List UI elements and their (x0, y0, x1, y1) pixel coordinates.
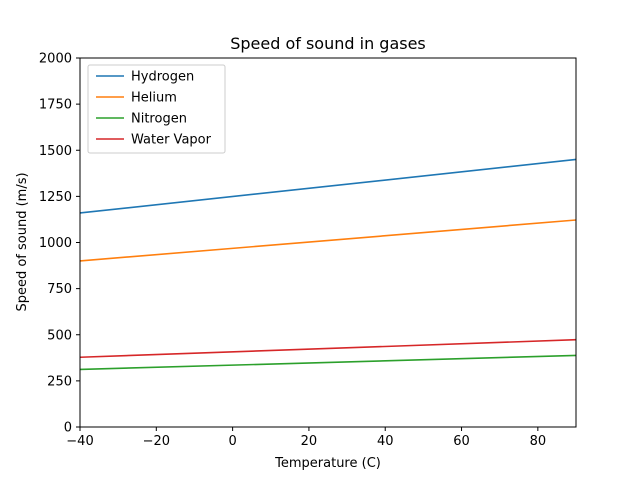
x-axis: −40 −20 0 20 40 60 80 (66, 427, 546, 449)
x-tick-label: 80 (530, 434, 547, 449)
x-axis-label: Temperature (C) (274, 456, 381, 471)
x-tick-label: −40 (66, 434, 93, 449)
y-tick-label: 1000 (39, 236, 72, 251)
y-tick-label: 750 (47, 282, 72, 297)
y-tick-label: 250 (47, 374, 72, 389)
legend-label: Hydrogen (131, 70, 194, 85)
series-line-helium (79, 219, 577, 262)
legend-label: Water Vapor (131, 133, 212, 148)
x-tick-label: 60 (453, 434, 470, 449)
y-tick-label: 1250 (39, 190, 72, 205)
series-line-nitrogen (79, 354, 577, 371)
y-tick-label: 1500 (39, 144, 72, 159)
legend-label: Helium (131, 91, 177, 106)
series-line-hydrogen (79, 158, 577, 214)
x-tick-label: 20 (301, 434, 318, 449)
y-axis-label: Speed of sound (m/s) (15, 172, 30, 311)
legend-box (87, 64, 226, 154)
legend: Hydrogen Helium Nitrogen Water Vapor (87, 64, 226, 154)
plot-area (79, 158, 577, 371)
y-tick-label: 500 (47, 328, 72, 343)
x-tick-label: 0 (228, 434, 236, 449)
y-tick-label: 2000 (39, 52, 72, 67)
y-tick-label: 1750 (39, 98, 72, 113)
legend-label: Nitrogen (131, 112, 187, 127)
series-line-water-vapor (79, 338, 577, 359)
x-tick-label: −20 (143, 434, 170, 449)
x-tick-label: 40 (377, 434, 394, 449)
y-tick-label: 0 (64, 421, 72, 436)
chart-title: Speed of sound in gases (230, 34, 426, 53)
y-axis: 0 250 500 750 1000 1250 1500 1750 2000 (39, 52, 80, 436)
